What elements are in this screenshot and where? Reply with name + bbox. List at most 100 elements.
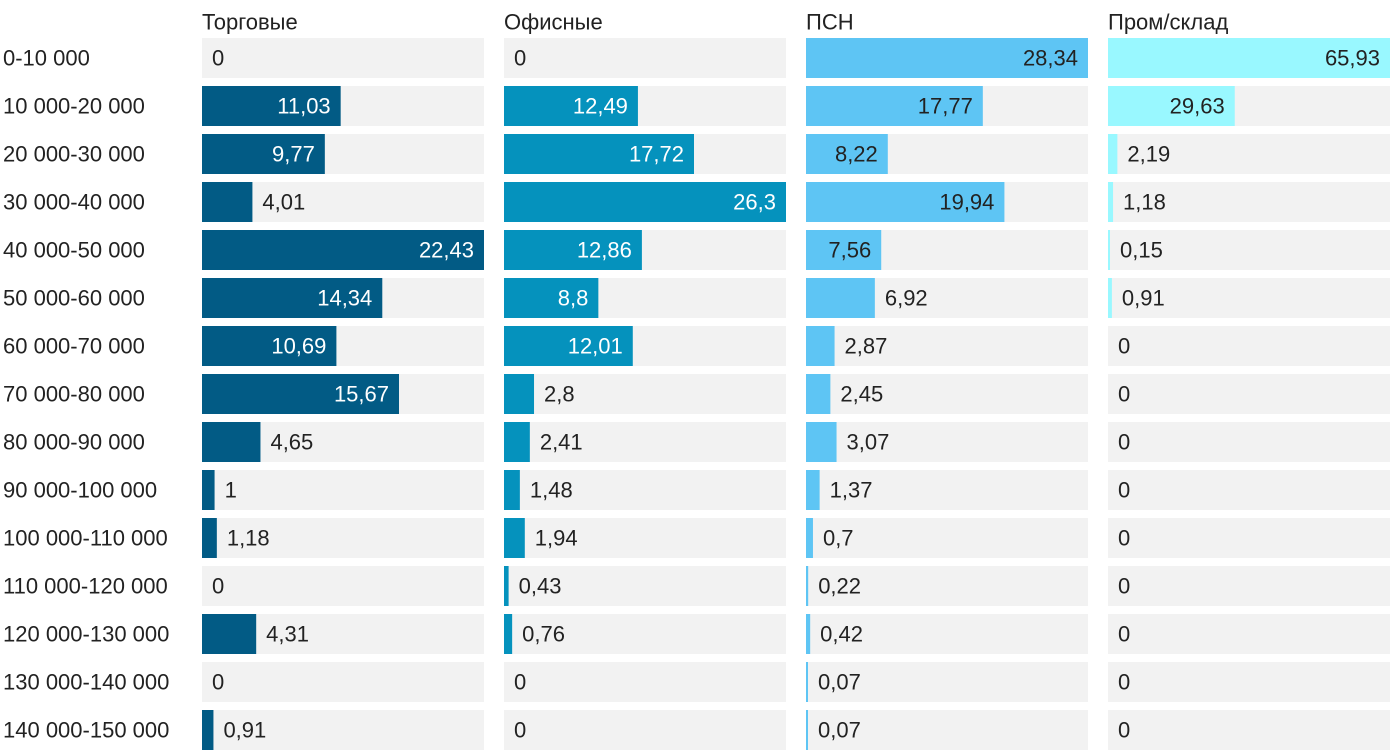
- bar-track: [1108, 278, 1390, 318]
- bar: [504, 422, 530, 462]
- data-label: 19,94: [939, 190, 994, 215]
- bar: [504, 326, 633, 366]
- data-label: 10,69: [271, 334, 326, 359]
- data-label: 0,22: [818, 574, 861, 599]
- bar: [806, 422, 837, 462]
- bar-track: [504, 662, 786, 702]
- row-label: 140 000-150 000: [3, 718, 169, 743]
- data-label: 0: [212, 574, 224, 599]
- data-label: 29,63: [1170, 94, 1225, 119]
- bar: [504, 230, 642, 270]
- bar-track: [806, 710, 1088, 750]
- data-label: 2,19: [1127, 142, 1170, 167]
- bar: [504, 278, 599, 318]
- data-label: 65,93: [1325, 46, 1380, 71]
- data-label: 0,07: [818, 670, 861, 695]
- bar-track: [806, 518, 1088, 558]
- data-label: 11,03: [277, 94, 330, 119]
- data-label: 0: [1118, 526, 1130, 551]
- data-label: 0: [1118, 382, 1130, 407]
- data-label: 9,77: [272, 142, 315, 167]
- bar: [806, 38, 1088, 78]
- bar: [202, 86, 341, 126]
- data-label: 0,7: [823, 526, 854, 551]
- bar: [806, 470, 820, 510]
- data-label: 0: [1118, 334, 1130, 359]
- data-label: 4,01: [262, 190, 305, 215]
- data-label: 14,34: [317, 286, 372, 311]
- bar: [202, 230, 484, 270]
- bar-track: [1108, 326, 1390, 366]
- data-label: 4,31: [266, 622, 309, 647]
- bar: [504, 86, 638, 126]
- bar: [806, 230, 882, 270]
- bar: [806, 134, 888, 174]
- bar: [806, 566, 809, 606]
- bar: [1108, 134, 1118, 174]
- row-label: 80 000-90 000: [3, 430, 145, 455]
- row-label: 90 000-100 000: [3, 478, 157, 503]
- bar: [202, 134, 325, 174]
- bar-track: [504, 518, 786, 558]
- bar-track: [1108, 422, 1390, 462]
- bar: [806, 182, 1005, 222]
- data-label: 0: [514, 46, 526, 71]
- row-label: 130 000-140 000: [3, 670, 169, 695]
- bar-track: [504, 710, 786, 750]
- bar: [1108, 182, 1114, 222]
- data-label: 28,34: [1023, 46, 1078, 71]
- bar: [806, 86, 983, 126]
- row-label: 60 000-70 000: [3, 334, 145, 359]
- row-label: 100 000-110 000: [3, 526, 168, 551]
- row-label: 10 000-20 000: [3, 94, 145, 119]
- data-label: 0: [514, 718, 526, 743]
- data-label: 0: [212, 46, 224, 71]
- data-label: 0: [1118, 622, 1130, 647]
- data-label: 15,67: [334, 382, 389, 407]
- bar: [806, 518, 813, 558]
- data-label: 2,87: [845, 334, 888, 359]
- bar-track: [504, 470, 786, 510]
- bar-track: [202, 662, 484, 702]
- bar-track: [806, 566, 1088, 606]
- data-label: 26,3: [733, 190, 776, 215]
- data-label: 1,37: [830, 478, 873, 503]
- bar-track: [1108, 614, 1390, 654]
- panel-title: Офисные: [504, 10, 603, 35]
- bar-track: [1108, 518, 1390, 558]
- bar-track: [806, 422, 1088, 462]
- bar-track: [504, 38, 786, 78]
- data-label: 12,01: [568, 334, 623, 359]
- data-label: 0,76: [522, 622, 565, 647]
- data-label: 2,45: [840, 382, 883, 407]
- bar: [202, 470, 215, 510]
- bar: [1108, 38, 1390, 78]
- bar: [504, 566, 509, 606]
- bar-track: [202, 470, 484, 510]
- bar: [806, 710, 808, 750]
- panel-title: ПСН: [806, 10, 854, 35]
- bar: [504, 182, 786, 222]
- bar: [1108, 230, 1110, 270]
- data-label: 1: [225, 478, 237, 503]
- bar-track: [1108, 230, 1390, 270]
- bar-track: [1108, 566, 1390, 606]
- data-label: 1,94: [535, 526, 578, 551]
- bar-track: [806, 326, 1088, 366]
- data-label: 1,18: [227, 526, 270, 551]
- bar-track: [504, 566, 786, 606]
- panel-title: Торговые: [202, 10, 298, 35]
- data-label: 12,86: [577, 238, 632, 263]
- data-label: 0,91: [223, 718, 266, 743]
- data-label: 0: [1118, 574, 1130, 599]
- data-label: 1,48: [530, 478, 573, 503]
- data-label: 22,43: [419, 238, 474, 263]
- row-label: 70 000-80 000: [3, 382, 145, 407]
- bar-track: [1108, 710, 1390, 750]
- bar-track: [1108, 470, 1390, 510]
- bar-track: [806, 662, 1088, 702]
- data-label: 4,65: [270, 430, 313, 455]
- bar: [504, 374, 535, 414]
- bar-track: [202, 566, 484, 606]
